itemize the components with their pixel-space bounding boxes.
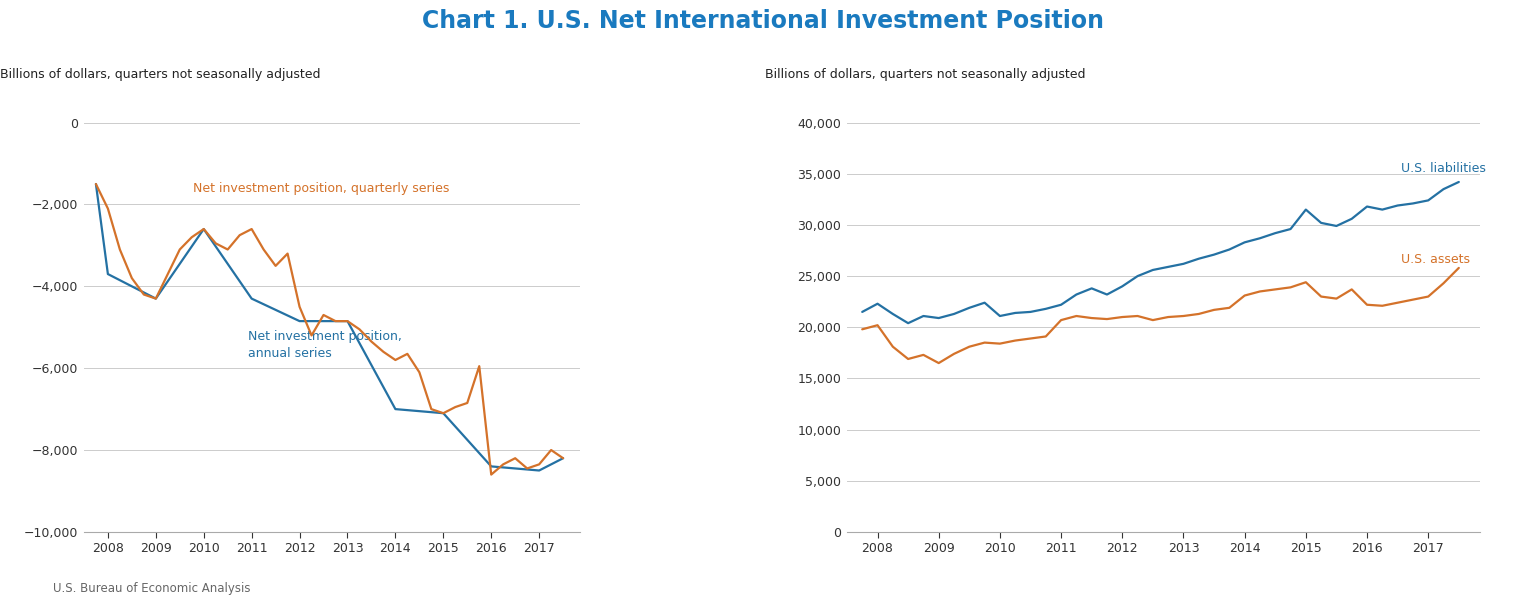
Text: U.S. Bureau of Economic Analysis: U.S. Bureau of Economic Analysis xyxy=(53,582,250,595)
Text: Net investment position, quarterly series: Net investment position, quarterly serie… xyxy=(192,182,450,195)
Text: Billions of dollars, quarters not seasonally adjusted: Billions of dollars, quarters not season… xyxy=(765,68,1085,81)
Text: U.S. assets: U.S. assets xyxy=(1401,252,1470,266)
Text: Chart 1. U.S. Net International Investment Position: Chart 1. U.S. Net International Investme… xyxy=(423,9,1103,33)
Text: U.S. liabilities: U.S. liabilities xyxy=(1401,162,1486,175)
Text: Billions of dollars, quarters not seasonally adjusted: Billions of dollars, quarters not season… xyxy=(0,68,320,81)
Text: Net investment position,
annual series: Net investment position, annual series xyxy=(247,330,401,360)
